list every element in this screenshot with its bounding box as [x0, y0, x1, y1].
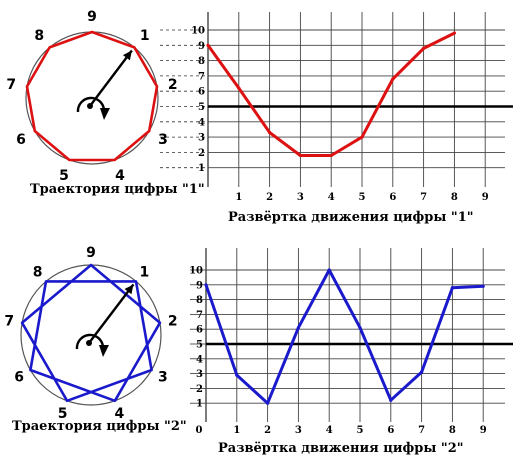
- y-tick-label: 6: [196, 325, 203, 336]
- data-line: [204, 268, 484, 405]
- rotation-arc-icon: [76, 96, 106, 113]
- y-tick-label: 5: [198, 102, 205, 113]
- pointer-arrow: [89, 49, 133, 107]
- sweep-caption-1: Развёртка движения цифры "1": [228, 210, 474, 225]
- dial-label-6: 6: [14, 370, 24, 386]
- data-point: [206, 43, 210, 47]
- dial-label-4: 4: [115, 168, 125, 184]
- pointer-arrowhead: [122, 50, 132, 61]
- data-point: [296, 326, 300, 330]
- dial-label-1: 1: [139, 264, 149, 280]
- y-tick-label: 3: [196, 369, 203, 380]
- y-tick-label: 5: [196, 340, 203, 351]
- x-tick-label: 3: [295, 425, 302, 436]
- trajectory-polygon: [20, 263, 162, 403]
- data-point: [235, 373, 239, 377]
- y-tick-label: 7: [196, 310, 203, 321]
- data-point: [329, 153, 333, 158]
- dial-label-5: 5: [58, 406, 68, 422]
- x-tick-label: 5: [359, 192, 366, 203]
- data-point: [266, 401, 270, 405]
- data-point: [268, 130, 272, 135]
- y-tick-label: 8: [198, 56, 205, 67]
- rotation-arrowhead-icon: [99, 345, 109, 357]
- dial-label-4: 4: [115, 406, 125, 422]
- pointer-arrowhead: [124, 284, 134, 295]
- dial-label-8: 8: [33, 264, 43, 280]
- x-tick-label: 2: [266, 192, 273, 203]
- data-point: [450, 286, 454, 290]
- y-tick-label: 10: [189, 266, 203, 277]
- x-tick-label: 1: [235, 192, 242, 203]
- data-point: [452, 31, 456, 35]
- x-tick-label: 8: [449, 425, 456, 436]
- dial-label-9: 9: [86, 245, 96, 261]
- dial-label-1: 1: [140, 28, 150, 44]
- x-tick-label-zero: 0: [196, 425, 203, 436]
- y-tick-label: 8: [196, 295, 203, 306]
- data-point: [298, 153, 302, 158]
- data-point: [420, 370, 424, 374]
- data-point: [327, 268, 331, 272]
- dial-label-3: 3: [158, 370, 168, 386]
- sweep-caption-2: Развёртка движения цифры "2": [218, 441, 464, 456]
- pointer-arrow: [88, 283, 135, 344]
- dial-label-2: 2: [168, 314, 178, 330]
- y-tick-label: 1: [196, 399, 203, 410]
- data-point: [358, 326, 362, 330]
- data-point: [204, 283, 208, 287]
- y-tick-label: 3: [198, 133, 205, 144]
- y-tick-label: 9: [196, 280, 203, 291]
- x-tick-label: 1: [233, 425, 240, 436]
- data-point: [360, 135, 364, 139]
- dial-label-6: 6: [16, 132, 26, 148]
- x-tick-label: 7: [420, 192, 427, 203]
- dial-label-7: 7: [6, 77, 16, 93]
- x-tick-label: 6: [389, 192, 396, 203]
- x-tick-label: 4: [326, 425, 333, 436]
- rotation-arrowhead-icon: [100, 108, 110, 120]
- x-tick-label: 3: [297, 192, 304, 203]
- trajectory-caption-1: Траектория цифры "1": [30, 182, 205, 197]
- y-tick-label: 2: [196, 384, 203, 395]
- dial-label-5: 5: [59, 168, 69, 184]
- dial-label-9: 9: [87, 9, 97, 25]
- rotation-arc-icon: [75, 333, 105, 350]
- y-tick-label: 4: [196, 354, 203, 365]
- dial-label-3: 3: [158, 132, 168, 148]
- data-point: [237, 86, 241, 90]
- dial-label-2: 2: [168, 77, 178, 93]
- x-tick-label: 2: [264, 425, 271, 436]
- trajectory-polygon: [25, 30, 159, 162]
- x-tick-label: 4: [328, 192, 335, 203]
- x-tick-label: 7: [418, 425, 425, 436]
- y-tick-label: 10: [191, 26, 205, 37]
- y-tick-label: 9: [198, 41, 205, 52]
- y-tick-label: 2: [198, 148, 205, 159]
- x-tick-label: 9: [482, 192, 489, 203]
- y-tick-label: 6: [198, 87, 205, 98]
- data-point: [389, 398, 393, 402]
- y-tick-label: 4: [198, 117, 205, 128]
- data-point: [391, 77, 395, 81]
- trajectory-caption-2: Траектория цифры "2": [12, 419, 187, 434]
- x-tick-label: 5: [357, 425, 364, 436]
- data-point: [481, 284, 485, 288]
- panel-digit-2: 1 2 3 4 5 6 7 8 9 1 2 3 4 5 6 7 8 9 10 1 2 3 4 5 6 7 8 9 0: [4, 245, 513, 436]
- dial-center: [87, 103, 93, 109]
- data-point: [422, 46, 426, 50]
- panel-digit-1: 1 2 3 4 5 6 7 8 9 1 2 3 4 5 6 7 8 9 10 1 2 3 4 5 6 7 8 9: [6, 9, 513, 203]
- dial-label-8: 8: [34, 28, 44, 44]
- x-tick-label: 6: [387, 425, 394, 436]
- x-tick-label: 9: [480, 425, 487, 436]
- y-tick-label: 7: [198, 71, 205, 82]
- dial-label-7: 7: [4, 314, 14, 330]
- dial-center: [86, 340, 92, 346]
- y-tick-label: 1: [198, 163, 205, 174]
- x-tick-label: 8: [451, 192, 458, 203]
